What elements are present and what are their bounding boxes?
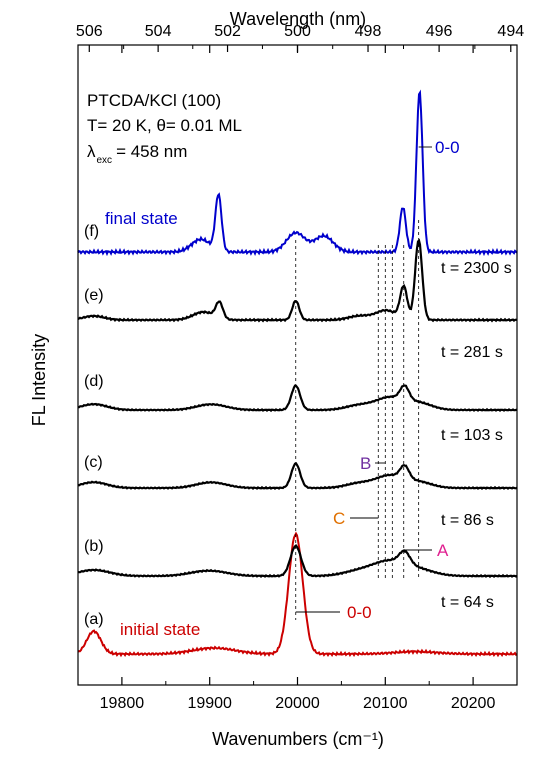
series-layer xyxy=(77,89,518,658)
series-label: (f) xyxy=(84,223,99,240)
spectrum-a xyxy=(77,531,518,658)
time-label: t = 64 s xyxy=(441,594,494,611)
lambda-symbol: λ xyxy=(87,142,96,161)
labels-layer: (a) initial state (b) (c) (d) (e) (f) final sta… xyxy=(84,138,512,639)
lambda-value: = 458 nm xyxy=(116,142,187,161)
bottom-tick-label: 19900 xyxy=(187,695,232,712)
bottom-axis-title-text: Wavenumbers (cm⁻¹) xyxy=(212,729,384,749)
y-axis-title: FL Intensity xyxy=(29,334,49,426)
top-tick-label: 498 xyxy=(355,23,382,40)
bottom-tick-label: 20200 xyxy=(451,695,496,712)
bottom-tick-label: 20100 xyxy=(363,695,408,712)
top-tick-label: 500 xyxy=(284,23,311,40)
spectrum-b xyxy=(77,544,518,579)
time-label: t = 2300 s xyxy=(441,260,512,277)
series-name: final state xyxy=(105,209,178,228)
info-line-3: λexc = 458 nm xyxy=(87,142,187,166)
plot-frame xyxy=(77,44,518,686)
series-label: (b) xyxy=(84,538,104,555)
annotation-0-0-final: 0-0 xyxy=(435,138,460,157)
marker-c: C xyxy=(333,509,345,528)
marker-b: B xyxy=(360,454,371,473)
info-line-1: PTCDA/KCl (100) xyxy=(87,91,221,110)
top-tick-label: 504 xyxy=(145,23,172,40)
marker-a: A xyxy=(437,541,449,560)
bottom-tick-label: 19800 xyxy=(100,695,145,712)
spectrum-c xyxy=(77,462,518,491)
top-tick-label: 502 xyxy=(214,23,241,40)
info-line-2: T= 20 K, θ= 0.01 ML xyxy=(87,116,242,135)
bottom-axis-title: Wavenumbers (cm⁻¹) xyxy=(212,729,384,749)
spectrum-e xyxy=(77,238,518,323)
time-label: t = 281 s xyxy=(441,344,503,361)
spectrum-d xyxy=(77,384,518,413)
series-label: (e) xyxy=(84,287,104,304)
dashed-lines-layer xyxy=(295,220,420,620)
time-label: t = 103 s xyxy=(441,427,503,444)
top-axis-title: Wavelength (nm) xyxy=(230,9,366,29)
annotation-0-0-initial: 0-0 xyxy=(347,603,372,622)
series-label: (c) xyxy=(84,454,103,471)
bottom-tick-label: 20000 xyxy=(275,695,320,712)
series-name: initial state xyxy=(120,620,200,639)
series-label: (d) xyxy=(84,373,104,390)
axes-layer: 19800 19900 20000 20100 20200 506 504 502 500 498… xyxy=(76,23,524,712)
series-label: (a) xyxy=(84,611,104,628)
lambda-subscript: exc xyxy=(97,155,113,166)
spectrum-f xyxy=(77,89,518,257)
top-tick-label: 494 xyxy=(497,23,524,40)
time-label: t = 86 s xyxy=(441,512,494,529)
top-tick-label: 496 xyxy=(426,23,453,40)
top-tick-label: 506 xyxy=(76,23,103,40)
